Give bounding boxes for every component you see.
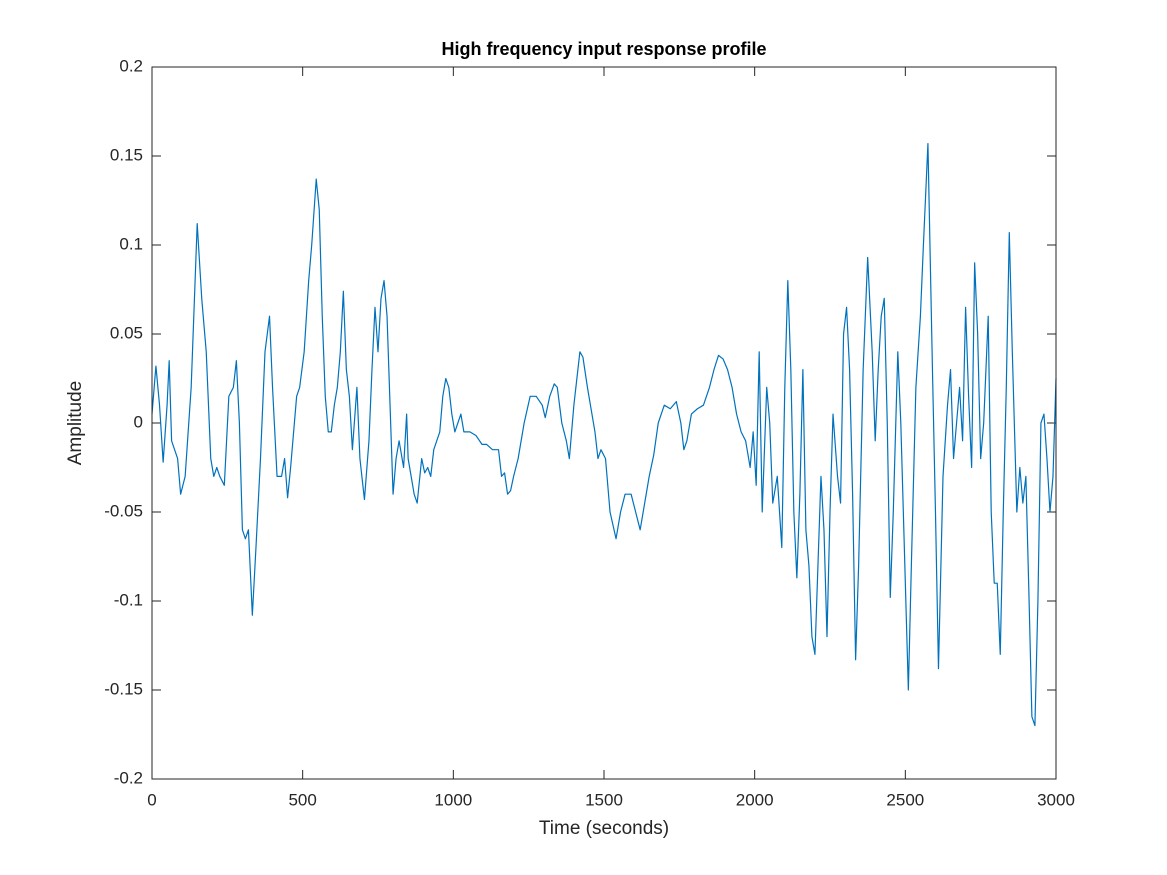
x-tick-label: 2000 <box>736 790 774 809</box>
x-tick-label: 1500 <box>585 790 623 809</box>
y-tick-label: 0.2 <box>119 56 143 75</box>
y-axis-label: Amplitude <box>65 381 86 466</box>
x-tick-label: 1000 <box>434 790 472 809</box>
y-tick-label: -0.2 <box>114 768 143 787</box>
x-tick-label: 500 <box>288 790 316 809</box>
y-tick-label: 0 <box>134 412 143 431</box>
x-tick-label: 2500 <box>886 790 924 809</box>
y-tick-label: 0.15 <box>110 145 143 164</box>
data-line <box>151 142 1057 727</box>
axes-box <box>151 66 1057 780</box>
y-tick-label: -0.1 <box>114 590 143 609</box>
y-tick-label: -0.15 <box>104 679 143 698</box>
chart-title: High frequency input response profile <box>441 39 766 59</box>
y-tick-label: 0.1 <box>119 234 143 253</box>
x-axis-label: Time (seconds) <box>539 818 669 839</box>
y-tick-label: -0.05 <box>104 501 143 520</box>
x-tick-label: 0 <box>147 790 156 809</box>
y-tick-label: 0.05 <box>110 323 143 342</box>
x-tick-label: 3000 <box>1037 790 1075 809</box>
